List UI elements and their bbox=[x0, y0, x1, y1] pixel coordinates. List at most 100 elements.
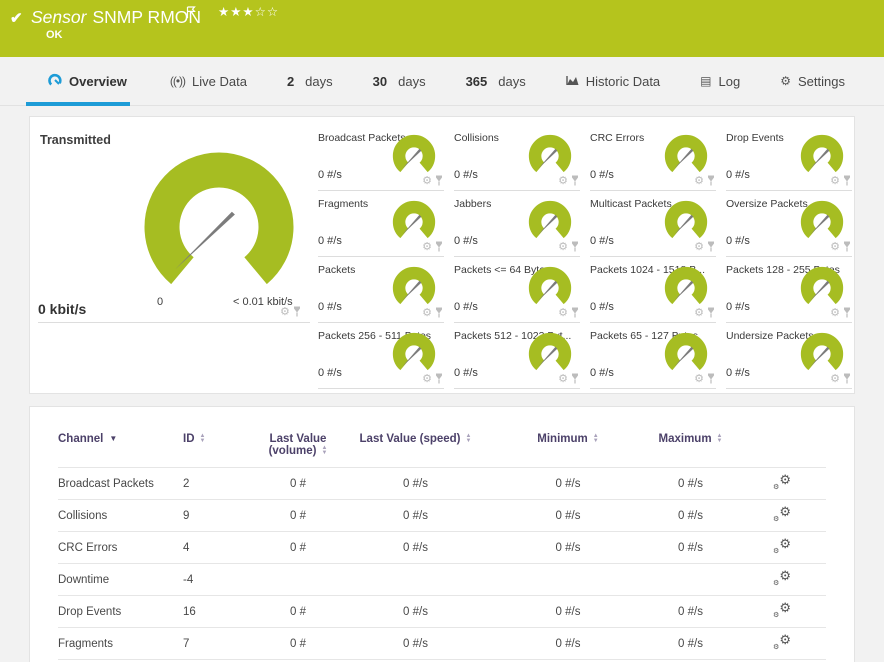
tab-365-days[interactable]: 365 days bbox=[466, 57, 526, 105]
tab-historic-data-label: Historic Data bbox=[585, 73, 661, 89]
channel-settings-gear-icon[interactable]: ⚙ bbox=[558, 175, 568, 187]
main-gauge-scale-min: 0 bbox=[157, 296, 164, 308]
pin-icon[interactable] bbox=[293, 306, 301, 317]
table-row: Fragments 7 0 # 0 #/s 0 #/s 0 #/s ⚙ ⚙ bbox=[58, 628, 826, 660]
cell-volume: 0 # bbox=[290, 477, 306, 490]
channel-settings-gears-icon[interactable]: ⚙ ⚙ bbox=[773, 536, 791, 555]
column-header-last-value-speed[interactable]: Last Value (speed) ▲ ▼ bbox=[338, 427, 493, 468]
gauge-icon bbox=[48, 73, 62, 89]
flag-icon[interactable] bbox=[186, 6, 196, 24]
pin-icon[interactable] bbox=[571, 373, 579, 384]
gauge-cell-jabbers[interactable]: Jabbers 0 #/s ⚙ bbox=[454, 191, 580, 257]
channel-settings-gear-icon[interactable]: ⚙ bbox=[694, 373, 704, 385]
column-header-minimum[interactable]: Minimum ▲ ▼ bbox=[493, 427, 643, 468]
gauge-cell-packets-65-127[interactable]: Packets 65 - 127 Bytes 0 #/s ⚙ bbox=[590, 323, 716, 389]
gauge-value: 0 #/s bbox=[726, 367, 750, 379]
gauge-cell-packets[interactable]: Packets 0 #/s ⚙ bbox=[318, 257, 444, 323]
gauge-cell-packets-1024-1518[interactable]: Packets 1024 - 1518 B... 0 #/s ⚙ bbox=[590, 257, 716, 323]
tab-bar: Overview ((•)) Live Data 2 days 30 days … bbox=[0, 57, 884, 106]
gauge-dial bbox=[664, 200, 708, 239]
sort-icon: ▲ ▼ bbox=[465, 432, 472, 444]
channel-settings-gears-icon[interactable]: ⚙ ⚙ bbox=[773, 632, 791, 651]
gauge-actions: ⚙ bbox=[694, 241, 715, 253]
gauge-cell-fragments[interactable]: Fragments 0 #/s ⚙ bbox=[318, 191, 444, 257]
sort-icon: ▲ ▼ bbox=[321, 444, 328, 456]
pin-icon[interactable] bbox=[571, 307, 579, 318]
tab-historic-data[interactable]: Historic Data bbox=[566, 57, 660, 105]
priority-stars[interactable]: ★★★☆☆ bbox=[218, 4, 279, 19]
channel-settings-gear-icon[interactable]: ⚙ bbox=[558, 373, 568, 385]
channel-settings-gear-icon[interactable]: ⚙ bbox=[830, 307, 840, 319]
gauge-cell-packets-512-1023[interactable]: Packets 512 - 1023 Byt... 0 #/s ⚙ bbox=[454, 323, 580, 389]
channel-settings-gears-icon[interactable]: ⚙ ⚙ bbox=[773, 504, 791, 523]
channel-settings-gear-icon[interactable]: ⚙ bbox=[830, 373, 840, 385]
gauge-cell-drop-events[interactable]: Drop Events 0 #/s ⚙ bbox=[726, 125, 852, 191]
gauge-cell-oversize-packets[interactable]: Oversize Packets 0 #/s ⚙ bbox=[726, 191, 852, 257]
cell-maximum: 0 #/s bbox=[678, 541, 703, 554]
gauge-value: 0 #/s bbox=[318, 235, 342, 247]
column-header-channel[interactable]: Channel ▼ bbox=[58, 427, 183, 468]
tab-settings[interactable]: ⚙ Settings bbox=[780, 57, 845, 105]
gauge-value: 0 #/s bbox=[318, 301, 342, 313]
pin-icon[interactable] bbox=[435, 241, 443, 252]
gauge-cell-packets-le-64[interactable]: Packets <= 64 Byte 0 #/s ⚙ bbox=[454, 257, 580, 323]
channel-settings-gear-icon[interactable]: ⚙ bbox=[422, 175, 432, 187]
channel-settings-gear-icon[interactable]: ⚙ bbox=[422, 307, 432, 319]
channel-settings-gears-icon[interactable]: ⚙ ⚙ bbox=[773, 568, 791, 587]
channel-settings-gear-icon[interactable]: ⚙ bbox=[558, 307, 568, 319]
main-gauge-dial[interactable] bbox=[139, 151, 299, 291]
gauge-cell-broadcast-packets[interactable]: Broadcast Packets 0 #/s ⚙ bbox=[318, 125, 444, 191]
tab-log[interactable]: ▤ Log bbox=[700, 57, 740, 105]
tab-live-data[interactable]: ((•)) Live Data bbox=[170, 57, 247, 105]
pin-icon[interactable] bbox=[843, 241, 851, 252]
gauge-cell-packets-128-255[interactable]: Packets 128 - 255 Bytes 0 #/s ⚙ bbox=[726, 257, 852, 323]
cell-id: 7 bbox=[183, 637, 190, 650]
pin-icon[interactable] bbox=[435, 373, 443, 384]
channel-settings-gear-icon[interactable]: ⚙ bbox=[280, 306, 290, 318]
channel-settings-gear-icon[interactable]: ⚙ bbox=[422, 373, 432, 385]
gauge-dial bbox=[392, 200, 436, 239]
gauge-dial bbox=[664, 332, 708, 371]
gauge-cell-undersize-packets[interactable]: Undersize Packets 0 #/s ⚙ bbox=[726, 323, 852, 389]
pin-icon[interactable] bbox=[707, 175, 715, 186]
stars-empty: ☆☆ bbox=[254, 5, 280, 19]
pin-icon[interactable] bbox=[843, 307, 851, 318]
channel-settings-gear-icon[interactable]: ⚙ bbox=[830, 241, 840, 253]
gauge-cell-packets-256-511[interactable]: Packets 256 - 511 Bytes 0 #/s ⚙ bbox=[318, 323, 444, 389]
tab-2-days[interactable]: 2 days bbox=[287, 57, 333, 105]
cell-volume: 0 # bbox=[290, 541, 306, 554]
channel-settings-gears-icon[interactable]: ⚙ ⚙ bbox=[773, 472, 791, 491]
gauge-value: 0 #/s bbox=[454, 301, 478, 313]
channel-settings-gear-icon[interactable]: ⚙ bbox=[694, 307, 704, 319]
column-header-maximum[interactable]: Maximum ▲ ▼ bbox=[643, 427, 738, 468]
sort-desc-icon: ▼ bbox=[109, 434, 118, 443]
channel-settings-gear-icon[interactable]: ⚙ bbox=[830, 175, 840, 187]
pin-icon[interactable] bbox=[707, 241, 715, 252]
pin-icon[interactable] bbox=[707, 373, 715, 384]
gauge-title: Drop Events bbox=[726, 132, 784, 144]
column-header-id[interactable]: ID ▲ ▼ bbox=[183, 427, 258, 468]
channel-settings-gear-icon[interactable]: ⚙ bbox=[558, 241, 568, 253]
gauge-title: Broadcast Packets bbox=[318, 132, 406, 144]
pin-icon[interactable] bbox=[843, 373, 851, 384]
column-header-volume-label: Last Value (volume) bbox=[268, 433, 327, 457]
gauge-cell-crc-errors[interactable]: CRC Errors 0 #/s ⚙ bbox=[590, 125, 716, 191]
pin-icon[interactable] bbox=[707, 307, 715, 318]
table-row: Broadcast Packets 2 0 # 0 #/s 0 #/s 0 #/… bbox=[58, 468, 826, 500]
pin-icon[interactable] bbox=[435, 307, 443, 318]
pin-icon[interactable] bbox=[571, 241, 579, 252]
channel-settings-gears-icon[interactable]: ⚙ ⚙ bbox=[773, 600, 791, 619]
channel-settings-gear-icon[interactable]: ⚙ bbox=[694, 241, 704, 253]
pin-icon[interactable] bbox=[435, 175, 443, 186]
tab-30-days[interactable]: 30 days bbox=[373, 57, 426, 105]
gauge-cell-collisions[interactable]: Collisions 0 #/s ⚙ bbox=[454, 125, 580, 191]
channel-settings-gear-icon[interactable]: ⚙ bbox=[694, 175, 704, 187]
pin-icon[interactable] bbox=[571, 175, 579, 186]
channel-settings-gear-icon[interactable]: ⚙ bbox=[422, 241, 432, 253]
cell-settings: ⚙⚙ bbox=[738, 564, 826, 596]
tab-overview[interactable]: Overview bbox=[26, 57, 130, 106]
cell-id: 9 bbox=[183, 509, 190, 522]
gauge-cell-multicast-packets[interactable]: Multicast Packets 0 #/s ⚙ bbox=[590, 191, 716, 257]
column-header-last-value-volume[interactable]: Last Value (volume) ▲ ▼ bbox=[258, 427, 338, 468]
pin-icon[interactable] bbox=[843, 175, 851, 186]
